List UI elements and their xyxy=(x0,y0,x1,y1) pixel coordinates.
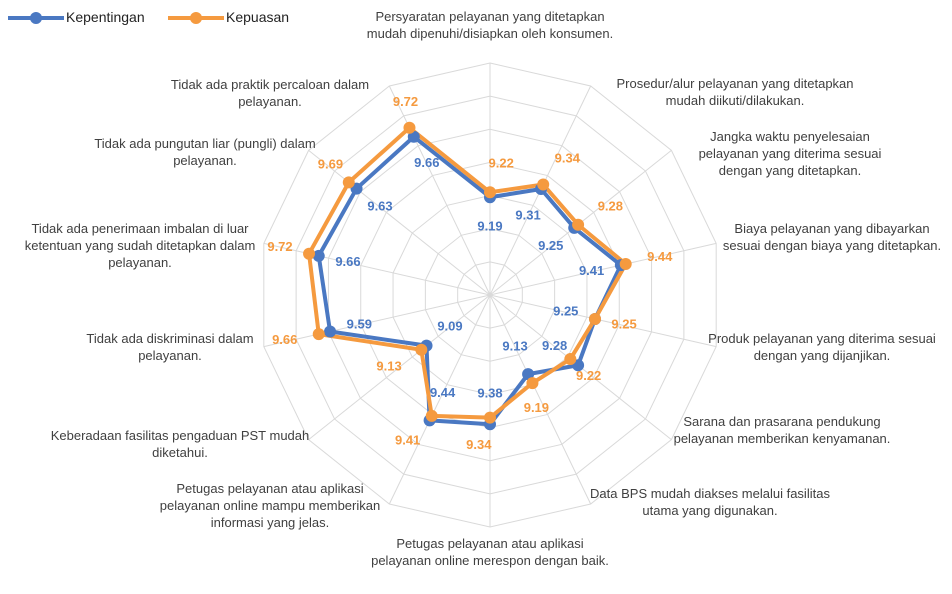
marker xyxy=(324,325,337,338)
marker xyxy=(589,312,602,325)
category-label: Petugas pelayanan atau aplikasi pelayana… xyxy=(371,536,609,568)
data-label: 9.25 xyxy=(611,317,636,332)
marker xyxy=(564,353,577,366)
data-label: 9.63 xyxy=(367,199,392,214)
data-label: 9.38 xyxy=(477,386,502,401)
marker xyxy=(484,186,496,199)
category-label: Produk pelayanan yang diterima sesuai de… xyxy=(708,331,936,363)
category-label: Persyaratan pelayanan yang ditetapkan mu… xyxy=(366,9,614,41)
data-label: 9.66 xyxy=(414,155,439,170)
spoke xyxy=(489,294,592,505)
marker xyxy=(312,328,325,341)
spoke xyxy=(263,242,491,296)
data-label: 9.31 xyxy=(515,207,540,222)
legend-marker xyxy=(30,12,42,24)
legend-label: Kepentingan xyxy=(66,9,145,25)
marker xyxy=(537,178,550,191)
data-label: 9.13 xyxy=(502,339,527,354)
data-label: 9.44 xyxy=(647,249,673,264)
data-label: 9.66 xyxy=(272,332,297,347)
marker xyxy=(572,218,585,231)
category-label: Petugas pelayanan atau aplikasi pelayana… xyxy=(159,481,381,530)
spoke xyxy=(388,294,491,505)
category-label: Data BPS mudah diakses melalui fasilitas… xyxy=(590,486,830,518)
marker xyxy=(619,258,632,271)
data-label: 9.72 xyxy=(393,94,418,109)
category-label: Prosedur/alur pelayanan yang ditetapkan … xyxy=(616,76,854,108)
legend-label: Kepuasan xyxy=(226,9,290,25)
marker xyxy=(425,409,438,422)
data-label: 9.72 xyxy=(267,239,292,254)
data-label: 9.28 xyxy=(598,199,623,214)
data-label: 9.09 xyxy=(437,318,462,333)
data-label: 9.66 xyxy=(335,254,360,269)
data-label: 9.34 xyxy=(466,437,492,452)
category-label: Biaya pelayanan yang dibayarkan sesuai d… xyxy=(722,221,942,253)
data-label: 9.25 xyxy=(553,304,578,319)
marker xyxy=(484,411,496,424)
data-label: 9.41 xyxy=(395,433,420,448)
data-label: 9.22 xyxy=(489,156,514,171)
marker xyxy=(303,247,316,260)
category-label: Keberadaan fasilitas pengaduan PST mudah… xyxy=(50,428,310,460)
data-label: 9.28 xyxy=(542,338,567,353)
data-label: 9.59 xyxy=(347,316,372,331)
marker xyxy=(526,377,539,390)
category-label: Tidak ada penerimaan imbalan di luar ket… xyxy=(24,221,256,270)
spoke xyxy=(308,294,491,441)
marker xyxy=(415,343,428,356)
spoke xyxy=(489,242,717,296)
category-label: Tidak ada pungutan liar (pungli) dalam p… xyxy=(94,136,316,168)
data-label: 9.69 xyxy=(318,156,343,171)
category-label: Jangka waktu penyelesaian pelayanan yang… xyxy=(698,129,882,178)
data-label: 9.22 xyxy=(576,368,601,383)
spoke xyxy=(489,294,717,348)
marker xyxy=(407,130,420,143)
data-label: 9.25 xyxy=(538,238,563,253)
data-label: 9.13 xyxy=(376,359,401,374)
spoke xyxy=(308,149,491,296)
data-label: 9.44 xyxy=(430,385,456,400)
marker xyxy=(342,176,355,189)
category-label: Tidak ada diskriminasi dalam pelayanan. xyxy=(86,331,254,363)
data-label: 9.34 xyxy=(555,151,581,166)
legend-marker xyxy=(190,12,202,24)
marker xyxy=(403,121,416,134)
data-label: 9.19 xyxy=(524,400,549,415)
marker xyxy=(312,249,325,262)
category-label: Tidak ada praktik percaloan dalam pelaya… xyxy=(170,77,370,109)
data-label: 9.41 xyxy=(579,263,604,278)
category-label: Sarana dan prasarana pendukung pelayanan… xyxy=(673,414,891,446)
marker xyxy=(522,368,535,381)
data-label: 9.19 xyxy=(477,219,502,234)
spoke xyxy=(388,85,491,296)
spoke xyxy=(263,294,491,348)
